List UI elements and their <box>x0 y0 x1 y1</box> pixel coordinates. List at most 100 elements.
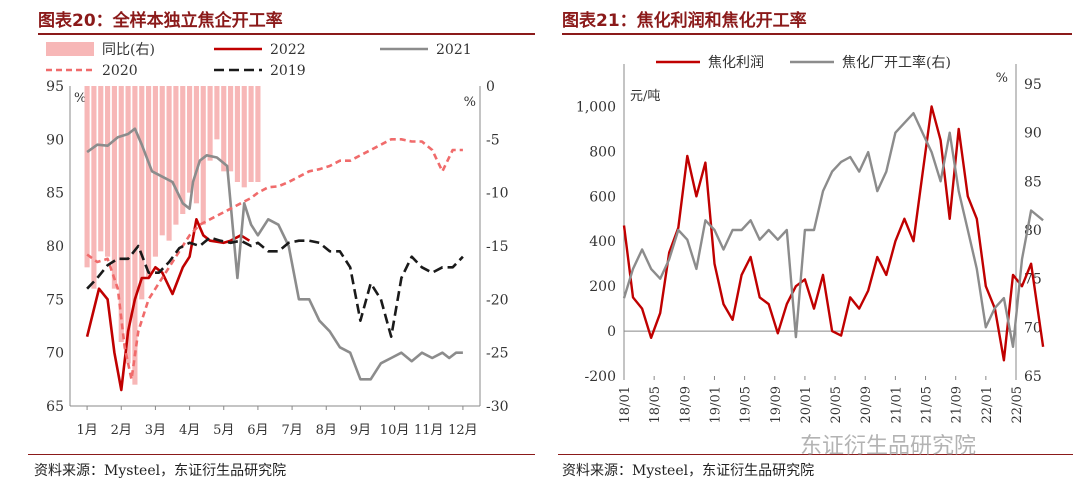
yoy-bar <box>187 86 193 193</box>
left-y-tick-label: 1,000 <box>576 99 616 115</box>
legend-label: 焦化厂开工率(右) <box>842 54 951 71</box>
x-tick-label: 6月 <box>247 423 268 438</box>
series-line-焦化厂开工率(右) <box>622 111 1044 348</box>
right-y-tick-label: -30 <box>486 399 509 415</box>
series-line-焦化利润 <box>622 105 1045 362</box>
legend-label: 焦化利润 <box>708 55 764 71</box>
yoy-bar <box>180 86 186 214</box>
left-y-tick-label: 0 <box>607 324 616 340</box>
x-tick-label: 7月 <box>281 423 302 438</box>
right-title-rule <box>562 33 1072 35</box>
legend-label: 同比(右) <box>102 42 155 58</box>
x-tick-label: 9月 <box>350 423 371 438</box>
x-tick-label: 19/05 <box>739 386 754 423</box>
x-tick-label: 21/09 <box>950 386 965 423</box>
left-y-tick-label: 75 <box>46 292 64 308</box>
left-y-tick-label: 80 <box>46 239 64 255</box>
x-tick-label: 18/09 <box>678 386 693 423</box>
x-tick-label: 21/05 <box>920 386 935 423</box>
x-tick-label: 21/01 <box>889 386 904 423</box>
yoy-bar <box>146 86 152 278</box>
yoy-bar <box>132 86 138 385</box>
yoy-bar <box>234 86 240 182</box>
left-source-rule <box>28 454 535 455</box>
x-tick-label: 22/01 <box>980 386 995 423</box>
watermark-text: 东证衍生品研究院 <box>800 434 977 459</box>
yoy-bar <box>111 86 117 289</box>
left-title-rule <box>38 33 535 35</box>
yoy-bar <box>228 86 234 172</box>
yoy-bar <box>166 86 172 241</box>
right-y-tick-label: 90 <box>1024 126 1042 142</box>
left-y-tick-label: 600 <box>589 189 616 205</box>
legend-label: 2019 <box>270 63 306 79</box>
x-tick-label: 20/01 <box>799 386 814 423</box>
yoy-bar <box>200 86 206 225</box>
legend-swatch <box>46 42 94 56</box>
yoy-bar <box>221 86 227 172</box>
right-y-tick-label: -20 <box>486 292 509 308</box>
x-tick-label: 8月 <box>316 423 337 438</box>
yoy-bar <box>152 86 158 257</box>
left-y-tick-label: 400 <box>589 234 616 250</box>
yoy-bar <box>139 86 145 300</box>
x-tick-label: 12月 <box>448 423 478 438</box>
right-source-rule <box>558 454 1073 455</box>
x-tick-label: 19/01 <box>708 386 723 423</box>
yoy-bar <box>105 86 111 257</box>
yoy-bar <box>125 86 131 364</box>
yoy-bar <box>91 86 97 289</box>
left-y-tick-label: 65 <box>46 399 64 415</box>
right-unit-label: % <box>996 71 1008 86</box>
right-y-tick-label: -10 <box>486 186 509 202</box>
yoy-bar <box>173 86 179 225</box>
right-y-tick-label: -5 <box>486 132 500 148</box>
left-y-tick-label: 95 <box>46 79 64 95</box>
yoy-bar <box>159 86 165 236</box>
right-chart: -20002004006008001,00065707580859095元/吨%… <box>576 54 1045 423</box>
left-source-note: 资料来源：Mysteel，东证衍生品研究院 <box>34 463 287 479</box>
left-y-tick-label: 90 <box>46 132 64 148</box>
left-y-tick-label: 800 <box>589 144 616 160</box>
left-y-tick-label: 70 <box>46 346 64 362</box>
x-tick-label: 18/01 <box>618 386 633 423</box>
legend-label: 2022 <box>270 42 306 58</box>
x-tick-label: 5月 <box>213 423 234 438</box>
x-tick-label: 11月 <box>414 423 444 438</box>
series-line-2022 <box>85 218 251 392</box>
right-y-tick-label: 85 <box>1024 174 1042 190</box>
left-chart: 65 70 75 80 85 90 95 -30 -25 -20 -15 -10 -5 0% % 1月 2月 3月… <box>46 42 509 438</box>
x-tick-label: 4月 <box>179 423 200 438</box>
yoy-bar <box>118 86 124 342</box>
x-tick-label: 18/05 <box>648 386 663 423</box>
right-chart-title: 图表21：焦化利润和焦化开工率 <box>562 11 807 31</box>
x-tick-label: 3月 <box>145 423 166 438</box>
left-y-tick-label: 200 <box>589 279 616 295</box>
right-y-tick-label: -15 <box>486 239 509 255</box>
x-tick-label: 20/09 <box>859 386 874 423</box>
x-tick-label: 19/09 <box>769 386 784 423</box>
x-tick-label: 10月 <box>380 423 410 438</box>
right-y-tick-label: 0 <box>486 79 495 95</box>
yoy-bar <box>84 86 90 268</box>
yoy-bar <box>207 86 213 161</box>
yoy-bar <box>98 86 104 252</box>
right-y-tick-label: -25 <box>486 346 509 362</box>
x-tick-label: 1月 <box>76 423 97 438</box>
yoy-bar <box>255 86 261 182</box>
legend-label: 2021 <box>436 42 472 58</box>
right-unit-label: % <box>464 95 476 110</box>
yoy-bar <box>214 86 220 140</box>
yoy-bar <box>193 86 199 204</box>
x-tick-label: 2月 <box>111 423 132 438</box>
x-tick-label: 20/05 <box>829 386 844 423</box>
x-tick-label: 22/05 <box>1010 386 1025 423</box>
legend-label: 2020 <box>102 63 138 79</box>
right-y-tick-label: 65 <box>1024 369 1042 385</box>
left-y-tick-label: 85 <box>46 186 64 202</box>
right-y-tick-label: 95 <box>1024 77 1042 93</box>
left-y-tick-label: -200 <box>585 369 616 385</box>
left-chart-title: 图表20：全样本独立焦企开工率 <box>38 11 283 31</box>
yoy-bar <box>241 86 247 188</box>
series-line-2021 <box>86 127 463 381</box>
